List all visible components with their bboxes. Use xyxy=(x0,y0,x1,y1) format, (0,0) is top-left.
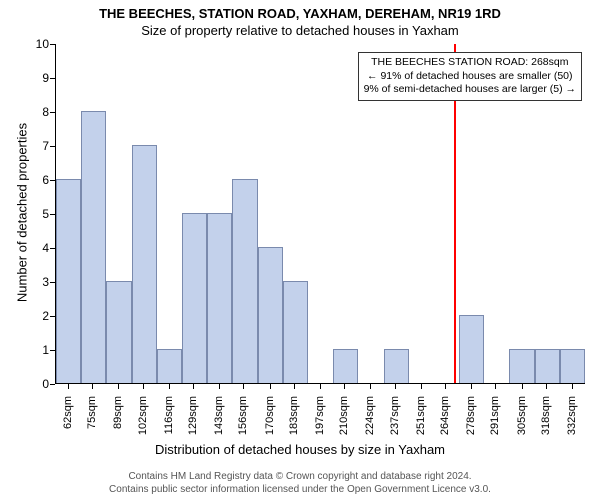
histogram-bar xyxy=(232,179,257,383)
x-tick-mark xyxy=(243,384,244,389)
x-tick-mark xyxy=(445,384,446,389)
x-tick-mark xyxy=(68,384,69,389)
x-tick-label: 143sqm xyxy=(213,396,225,446)
x-tick-label: 89sqm xyxy=(112,396,124,446)
histogram-bar xyxy=(384,349,409,383)
y-tick-mark xyxy=(50,282,55,283)
x-tick-mark xyxy=(572,384,573,389)
histogram-bar xyxy=(157,349,182,383)
histogram-bar xyxy=(333,349,358,383)
chart-subtitle: Size of property relative to detached ho… xyxy=(0,21,600,38)
x-tick-label: 237sqm xyxy=(389,396,401,446)
x-tick-label: 291sqm xyxy=(489,396,501,446)
histogram-bar xyxy=(81,111,106,383)
x-tick-mark xyxy=(193,384,194,389)
x-tick-mark xyxy=(320,384,321,389)
x-tick-label: 251sqm xyxy=(415,396,427,446)
histogram-bar xyxy=(182,213,207,383)
y-tick-mark xyxy=(50,78,55,79)
y-tick-label: 4 xyxy=(31,241,49,255)
y-tick-mark xyxy=(50,112,55,113)
y-tick-mark xyxy=(50,384,55,385)
histogram-bar xyxy=(132,145,157,383)
x-tick-mark xyxy=(495,384,496,389)
x-tick-label: 102sqm xyxy=(137,396,149,446)
y-tick-label: 7 xyxy=(31,139,49,153)
y-tick-label: 3 xyxy=(31,275,49,289)
x-tick-label: 278sqm xyxy=(465,396,477,446)
y-tick-label: 2 xyxy=(31,309,49,323)
y-tick-label: 6 xyxy=(31,173,49,187)
histogram-bar xyxy=(535,349,560,383)
x-tick-mark xyxy=(421,384,422,389)
x-tick-label: 305sqm xyxy=(516,396,528,446)
x-tick-label: 156sqm xyxy=(237,396,249,446)
y-tick-mark xyxy=(50,316,55,317)
y-tick-mark xyxy=(50,180,55,181)
x-tick-mark xyxy=(395,384,396,389)
footer-line-1: Contains HM Land Registry data © Crown c… xyxy=(0,470,600,483)
x-tick-label: 116sqm xyxy=(163,396,175,446)
x-tick-label: 210sqm xyxy=(338,396,350,446)
x-tick-mark xyxy=(370,384,371,389)
y-tick-mark xyxy=(50,146,55,147)
y-tick-label: 8 xyxy=(31,105,49,119)
y-tick-label: 5 xyxy=(31,207,49,221)
x-tick-label: 224sqm xyxy=(364,396,376,446)
y-axis-label: Number of detached properties xyxy=(15,113,30,313)
y-tick-mark xyxy=(50,44,55,45)
footer-line-2: Contains public sector information licen… xyxy=(0,483,600,496)
histogram-bar xyxy=(560,349,585,383)
x-tick-mark xyxy=(92,384,93,389)
x-tick-mark xyxy=(344,384,345,389)
y-tick-label: 10 xyxy=(31,37,49,51)
histogram-bar xyxy=(258,247,283,383)
x-tick-label: 75sqm xyxy=(86,396,98,446)
x-tick-label: 318sqm xyxy=(540,396,552,446)
histogram-bar xyxy=(56,179,81,383)
footer-attribution: Contains HM Land Registry data © Crown c… xyxy=(0,470,600,496)
histogram-bar xyxy=(106,281,131,383)
histogram-bar xyxy=(283,281,308,383)
y-tick-mark xyxy=(50,248,55,249)
y-tick-mark xyxy=(50,214,55,215)
x-tick-mark xyxy=(143,384,144,389)
y-tick-label: 1 xyxy=(31,343,49,357)
annotation-line: THE BEECHES STATION ROAD: 268sqm xyxy=(364,56,576,70)
x-tick-mark xyxy=(118,384,119,389)
x-tick-label: 62sqm xyxy=(62,396,74,446)
x-tick-mark xyxy=(471,384,472,389)
annotation-line: ← 91% of detached houses are smaller (50… xyxy=(364,70,576,84)
x-tick-mark xyxy=(522,384,523,389)
y-tick-label: 0 xyxy=(31,377,49,391)
x-tick-label: 170sqm xyxy=(264,396,276,446)
x-tick-mark xyxy=(169,384,170,389)
annotation-line: 9% of semi-detached houses are larger (5… xyxy=(364,83,576,97)
y-tick-label: 9 xyxy=(31,71,49,85)
x-tick-mark xyxy=(219,384,220,389)
x-tick-label: 183sqm xyxy=(288,396,300,446)
y-tick-mark xyxy=(50,350,55,351)
x-tick-mark xyxy=(546,384,547,389)
x-tick-mark xyxy=(270,384,271,389)
histogram-bar xyxy=(459,315,484,383)
x-tick-mark xyxy=(294,384,295,389)
histogram-bar xyxy=(509,349,534,383)
x-tick-label: 197sqm xyxy=(314,396,326,446)
histogram-bar xyxy=(207,213,232,383)
x-tick-label: 332sqm xyxy=(566,396,578,446)
x-tick-label: 129sqm xyxy=(187,396,199,446)
annotation-box: THE BEECHES STATION ROAD: 268sqm← 91% of… xyxy=(358,52,582,101)
chart-title: THE BEECHES, STATION ROAD, YAXHAM, DEREH… xyxy=(0,0,600,21)
x-tick-label: 264sqm xyxy=(439,396,451,446)
